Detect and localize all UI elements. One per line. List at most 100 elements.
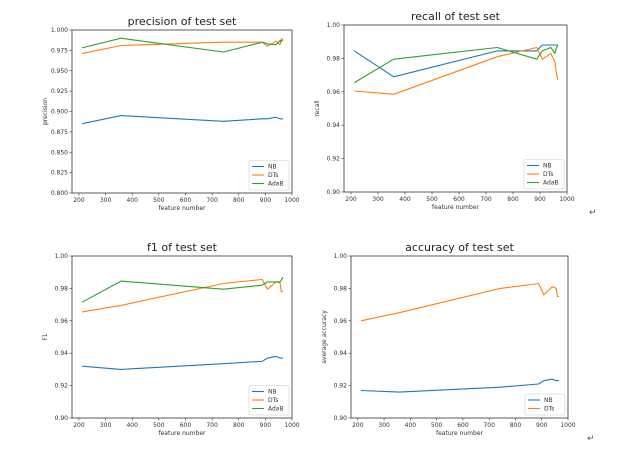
legend-label: NB — [543, 163, 552, 170]
y-tick-label: 0.90 — [55, 415, 69, 422]
legend-label: DTs — [268, 172, 278, 179]
y-axis-label: precision — [42, 98, 49, 125]
x-tick-label: 700 — [206, 197, 218, 204]
y-tick-label: 0.96 — [327, 89, 341, 96]
x-axis-label: feature number — [159, 205, 207, 212]
y-tick-label: 0.92 — [55, 383, 69, 390]
legend-label: DTs — [268, 397, 278, 404]
y-axis-label: recall — [314, 100, 321, 117]
x-tick-label: 900 — [534, 196, 546, 203]
x-tick-label: 500 — [431, 422, 443, 429]
x-tick-label: 600 — [457, 422, 469, 429]
y-tick-label: 0.90 — [334, 415, 348, 422]
y-tick-label: 0.825 — [51, 170, 68, 177]
x-tick-label: 300 — [100, 197, 112, 204]
x-tick-label: 1000 — [284, 197, 299, 204]
x-tick-label: 500 — [153, 422, 165, 429]
chart-title: f1 of test set — [147, 241, 218, 254]
x-tick-label: 1000 — [559, 196, 574, 203]
x-tick-label: 200 — [352, 422, 364, 429]
y-tick-label: 0.98 — [55, 285, 69, 292]
x-tick-label: 700 — [206, 422, 218, 429]
x-tick-label: 1000 — [284, 422, 299, 429]
x-tick-label: 900 — [260, 197, 272, 204]
y-tick-label: 0.98 — [334, 285, 348, 292]
x-tick-label: 800 — [510, 422, 522, 429]
x-tick-label: 1000 — [560, 422, 575, 429]
x-tick-label: 600 — [180, 197, 192, 204]
y-tick-label: 0.96 — [55, 318, 69, 325]
y-tick-label: 1.00 — [327, 22, 341, 29]
y-tick-label: 0.900 — [51, 109, 68, 116]
x-tick-label: 300 — [100, 422, 112, 429]
x-tick-label: 200 — [345, 196, 357, 203]
x-tick-label: 600 — [180, 422, 192, 429]
x-tick-label: 300 — [372, 196, 384, 203]
y-tick-label: 0.850 — [51, 149, 68, 156]
y-tick-label: 0.94 — [334, 350, 348, 357]
series-line-nb — [353, 44, 558, 78]
series-line-nb — [360, 378, 560, 393]
series-line-nb — [82, 355, 283, 370]
series-line-adab — [81, 37, 284, 53]
x-tick-label: 800 — [233, 197, 245, 204]
y-axis-label: F1 — [42, 333, 49, 340]
x-tick-label: 400 — [405, 422, 417, 429]
y-tick-label: 1.00 — [55, 253, 69, 260]
subplot-1: recall of test set 200 300 400 500 600 700 800 9… — [314, 10, 575, 211]
legend-label: AdaB — [543, 180, 559, 187]
series-line-adab — [354, 44, 559, 84]
x-tick-label: 300 — [378, 422, 390, 429]
x-tick-label: 500 — [426, 196, 438, 203]
legend-box — [523, 159, 565, 190]
y-tick-label: 0.92 — [334, 383, 348, 390]
legend-box — [248, 385, 290, 416]
y-tick-label: 0.96 — [334, 318, 348, 325]
return-mark: ↵ — [587, 434, 595, 444]
series-line-adab — [81, 276, 284, 303]
x-tick-label: 400 — [399, 196, 411, 203]
x-tick-label: 400 — [126, 422, 138, 429]
legend-box — [248, 160, 290, 191]
axes-frame — [343, 24, 568, 193]
chart-title: accuracy of test set — [405, 241, 514, 254]
series-line-dts — [354, 46, 559, 95]
y-tick-label: 0.98 — [327, 55, 341, 62]
axes-frame — [71, 255, 293, 419]
y-tick-label: 0.90 — [327, 189, 341, 196]
y-tick-label: 0.94 — [327, 122, 341, 129]
x-tick-label: 600 — [453, 196, 465, 203]
subplot-3: accuracy of test set 200 300 400 500 600 700 80… — [321, 241, 576, 437]
x-axis-label: feature number — [436, 430, 484, 437]
legend-label: NB — [544, 397, 553, 404]
return-mark: ↵ — [589, 208, 597, 218]
axes-frame — [350, 255, 569, 419]
series-line-dts — [82, 278, 283, 313]
y-tick-label: 0.950 — [51, 68, 68, 75]
y-tick-label: 0.800 — [51, 190, 68, 197]
legend-label: AdaB — [268, 406, 284, 413]
series-line-dts — [360, 282, 560, 322]
x-axis-label: feature number — [432, 204, 480, 211]
legend-label: NB — [268, 164, 277, 171]
legend: NB DTs — [524, 393, 566, 416]
y-tick-label: 1.000 — [51, 27, 68, 34]
subplot-0: precision of test set 200 300 400 500 600 700 8… — [42, 15, 300, 212]
x-axis-label: feature number — [159, 430, 207, 437]
y-tick-label: 0.875 — [51, 129, 68, 136]
legend-label: AdaB — [268, 181, 284, 188]
y-tick-label: 0.925 — [51, 88, 68, 95]
series-line-nb — [81, 115, 283, 125]
x-tick-label: 700 — [480, 196, 492, 203]
legend-label: DTs — [544, 406, 554, 413]
x-tick-label: 500 — [153, 197, 165, 204]
x-tick-label: 900 — [260, 422, 272, 429]
legend-label: DTs — [543, 171, 553, 178]
x-tick-label: 400 — [126, 197, 138, 204]
x-tick-label: 800 — [507, 196, 519, 203]
chart-title: precision of test set — [128, 15, 237, 28]
